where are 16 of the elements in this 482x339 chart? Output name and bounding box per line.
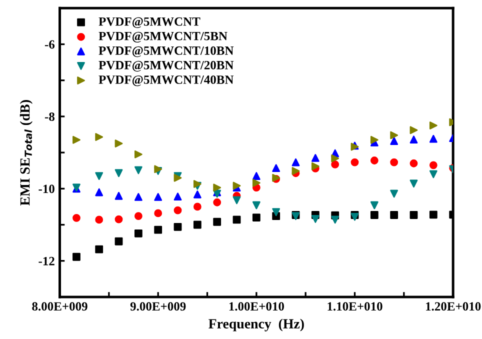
x-tick-label: 8.00E+009 (32, 302, 88, 311)
legend-label: PVDF@5MWCNT/5BN (98, 32, 228, 43)
y-tick-label: -12 (38, 256, 54, 266)
y-tick-label: -8 (44, 112, 54, 121)
legend-label: PVDF@5MWCNT/10BN (98, 46, 234, 58)
y-tick-label: -6 (44, 40, 55, 49)
y-tick-label: -10 (38, 184, 54, 194)
x-tick-label: 1.20E+010 (426, 302, 481, 311)
legend-label: PVDF@5MWCNT/40BN (98, 75, 234, 86)
legend-label: PVDF@5MWCNT (98, 17, 200, 28)
x-tick-label: 1.10E+010 (328, 302, 382, 311)
x-tick-label: 1.00E+010 (229, 302, 284, 311)
legend-label: PVDF@5MWCNT/20BN (98, 60, 234, 72)
x-axis-title: Frequency (Hz) (208, 318, 304, 332)
y-axis-title: EMI SE$_{Total}$ (dB) (20, 100, 33, 206)
x-tick-label: 9.00E+009 (130, 302, 186, 311)
